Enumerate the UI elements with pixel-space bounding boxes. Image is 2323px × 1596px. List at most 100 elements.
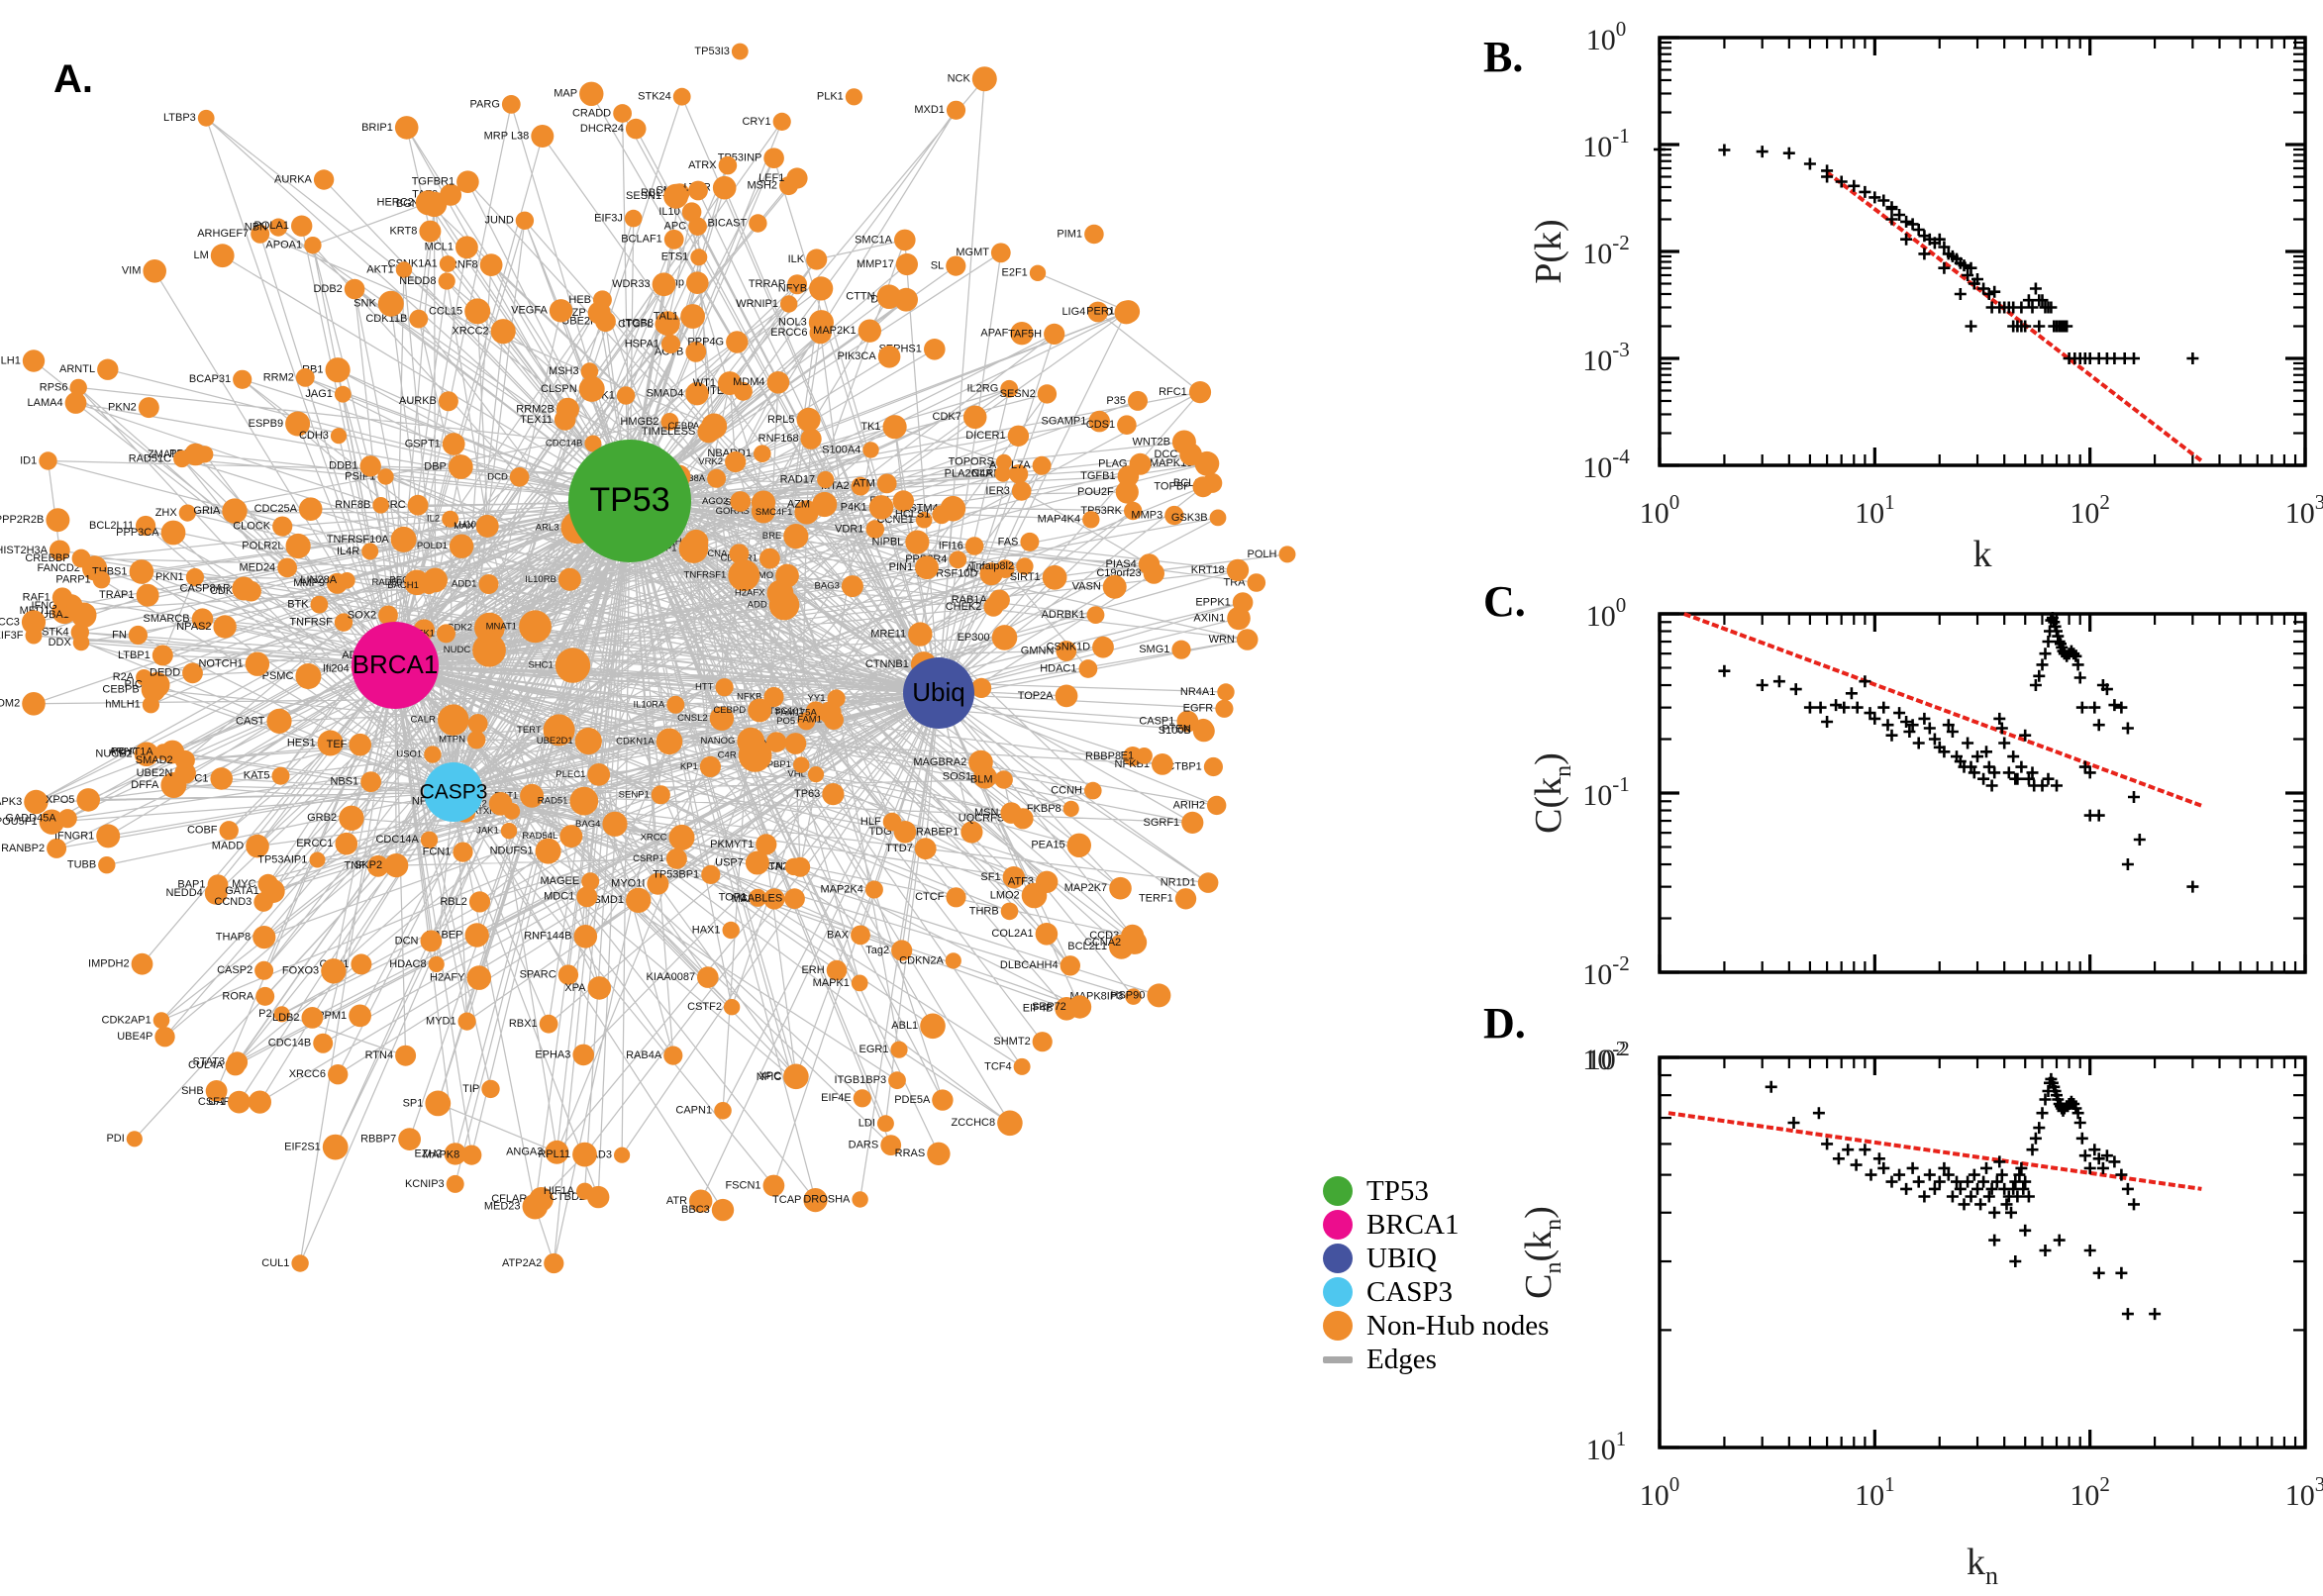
network-node[interactable] — [786, 167, 808, 189]
network-node[interactable] — [1084, 224, 1104, 245]
network-node[interactable] — [784, 888, 805, 910]
network-node[interactable] — [366, 854, 389, 877]
network-node[interactable] — [395, 1045, 417, 1066]
network-node[interactable] — [718, 155, 738, 175]
network-node[interactable] — [96, 824, 121, 848]
hub-node-casp3[interactable] — [424, 762, 483, 822]
network-node[interactable] — [660, 334, 681, 354]
network-node[interactable] — [685, 382, 709, 406]
network-node[interactable] — [71, 549, 91, 568]
network-node[interactable] — [478, 574, 499, 594]
network-node[interactable] — [587, 763, 611, 786]
network-node[interactable] — [880, 1135, 902, 1155]
network-node[interactable] — [213, 615, 237, 639]
network-node[interactable] — [655, 314, 675, 335]
network-node[interactable] — [144, 671, 170, 698]
network-node[interactable] — [697, 421, 720, 444]
network-node[interactable] — [914, 838, 937, 860]
network-node[interactable] — [668, 824, 695, 850]
network-node[interactable] — [666, 695, 685, 714]
network-node[interactable] — [616, 386, 636, 405]
network-node[interactable] — [344, 278, 365, 300]
network-node[interactable] — [555, 648, 591, 683]
network-node[interactable] — [626, 887, 652, 913]
network-node[interactable] — [784, 857, 803, 876]
network-node[interactable] — [995, 453, 1012, 470]
network-node[interactable] — [295, 368, 315, 387]
network-node[interactable] — [579, 81, 604, 107]
network-node[interactable] — [731, 43, 749, 60]
network-node[interactable] — [722, 921, 740, 940]
network-node[interactable] — [946, 255, 966, 276]
network-node[interactable] — [888, 1071, 906, 1090]
network-node[interactable] — [651, 785, 670, 805]
network-node[interactable] — [419, 220, 442, 243]
network-node[interactable] — [656, 728, 683, 755]
network-node[interactable] — [455, 236, 478, 259]
network-node[interactable] — [359, 455, 381, 477]
network-node[interactable] — [520, 783, 545, 808]
network-node[interactable] — [142, 696, 159, 714]
network-node[interactable] — [559, 825, 583, 848]
network-node[interactable] — [321, 958, 347, 984]
network-node[interactable] — [1207, 795, 1227, 816]
network-node[interactable] — [715, 678, 734, 697]
network-node[interactable] — [501, 95, 521, 114]
network-node[interactable] — [663, 183, 689, 209]
network-node[interactable] — [39, 809, 64, 835]
network-node[interactable] — [1060, 955, 1081, 976]
network-node[interactable] — [812, 491, 838, 518]
network-node[interactable] — [784, 733, 807, 754]
network-node[interactable] — [865, 520, 885, 539]
network-node[interactable] — [1138, 553, 1161, 575]
network-node[interactable] — [1032, 455, 1052, 475]
network-node[interactable] — [730, 491, 752, 512]
network-node[interactable] — [456, 170, 479, 193]
network-node[interactable] — [438, 272, 455, 290]
network-node[interactable] — [894, 229, 916, 251]
network-node[interactable] — [868, 495, 894, 520]
network-node[interactable] — [424, 746, 442, 763]
network-node[interactable] — [780, 295, 798, 313]
network-node[interactable] — [1008, 464, 1029, 484]
network-node[interactable] — [689, 1189, 713, 1213]
network-node[interactable] — [766, 371, 790, 394]
network-node[interactable] — [754, 445, 771, 463]
network-node[interactable] — [864, 880, 883, 899]
network-node[interactable] — [449, 534, 474, 558]
network-node[interactable] — [272, 516, 293, 537]
network-node[interactable] — [807, 766, 825, 783]
network-node[interactable] — [1078, 659, 1098, 678]
network-node[interactable] — [269, 218, 288, 237]
network-node[interactable] — [246, 834, 269, 858]
network-node[interactable] — [255, 986, 275, 1006]
network-node[interactable] — [556, 397, 580, 421]
network-node[interactable] — [723, 999, 741, 1016]
network-node[interactable] — [457, 1012, 476, 1031]
network-node[interactable] — [772, 112, 791, 131]
network-node[interactable] — [765, 732, 787, 752]
network-node[interactable] — [1174, 888, 1197, 910]
network-node[interactable] — [665, 848, 687, 869]
network-node[interactable] — [543, 714, 575, 747]
network-node[interactable] — [932, 1089, 954, 1111]
network-node[interactable] — [576, 886, 598, 908]
network-node[interactable] — [479, 253, 503, 276]
network-node[interactable] — [660, 413, 679, 431]
network-node[interactable] — [949, 550, 967, 569]
network-node[interactable] — [295, 663, 322, 689]
network-node[interactable] — [372, 497, 389, 514]
network-node[interactable] — [960, 821, 983, 844]
network-node[interactable] — [1055, 684, 1078, 708]
network-node[interactable] — [766, 579, 794, 607]
network-node[interactable] — [994, 465, 1011, 482]
network-node[interactable] — [128, 625, 148, 646]
network-node[interactable] — [979, 562, 1003, 586]
network-node[interactable] — [557, 964, 579, 985]
network-node[interactable] — [572, 1044, 594, 1066]
network-node[interactable] — [531, 125, 555, 148]
network-node[interactable] — [313, 1033, 334, 1053]
network-node[interactable] — [824, 710, 844, 730]
network-node[interactable] — [228, 1090, 251, 1114]
network-node[interactable] — [701, 864, 721, 885]
